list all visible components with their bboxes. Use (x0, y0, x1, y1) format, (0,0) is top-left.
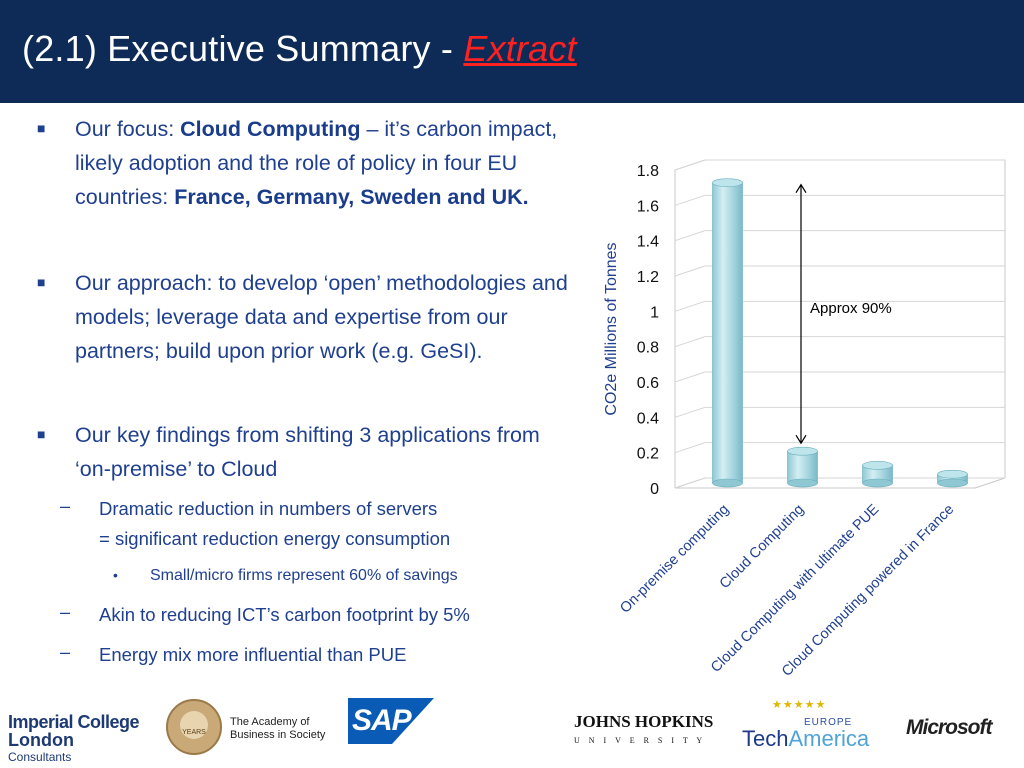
chart-svg: 0 0.2 0.4 0.6 0.8 1 1.2 1.4 1.6 1.8 CO2e Millions … (603, 159, 1006, 680)
x-category-label: Cloud Computing powered in France (779, 502, 957, 680)
dash-marker: – (60, 602, 71, 622)
imperial-line2: London (8, 730, 74, 750)
bullet-marker: ■ (37, 426, 46, 442)
focus-prefix: Our focus: (75, 117, 181, 141)
y-tick-label: 0.6 (637, 375, 659, 392)
y-tick-label: 0 (650, 481, 659, 498)
bar-top (787, 446, 818, 456)
academy-seal-icon: YEARS (166, 699, 222, 755)
techamerica-europe-logo: ★★★★★ EUROPE TechAmerica (742, 698, 869, 758)
sub-bullet-servers: Dramatic reduction in numbers of servers… (99, 494, 569, 554)
servers-line1: Dramatic reduction in numbers of servers (99, 498, 438, 519)
jhu-line2: U N I V E R S I T Y (574, 736, 706, 745)
johns-hopkins-logo: JOHNS HOPKINS U N I V E R S I T Y (574, 712, 713, 745)
imperial-college-logo: Imperial College London Consultants (8, 712, 140, 764)
dash-marker: – (60, 642, 71, 662)
slide-title: (2.1) Executive Summary - Extract (22, 28, 577, 70)
y-tick-label: 1.6 (637, 198, 659, 215)
partner-logos: Imperial College London Consultants YEAR… (0, 690, 1024, 768)
gridline (674, 442, 1005, 454)
bar-base (862, 478, 893, 488)
x-category-label: Cloud Computing with ultimate PUE (708, 501, 883, 676)
y-tick-label: 1.2 (637, 269, 659, 286)
gridline (674, 336, 1005, 348)
focus-bold-cloud: Cloud Computing (180, 117, 361, 141)
techamerica-wordmark: TechAmerica (742, 726, 869, 752)
gridline (674, 406, 1005, 418)
bar-top (937, 469, 968, 479)
annotation-arrowhead-bottom (795, 434, 807, 445)
gridline (674, 230, 1005, 242)
y-tick-label: 0.2 (637, 446, 659, 463)
y-tick-label: 0.4 (637, 410, 659, 427)
gridline (674, 265, 1005, 277)
focus-mid: – it’s carbon impact, likely adoption an… (75, 117, 558, 209)
dot-marker: • (113, 567, 118, 583)
y-tick-label: 1 (650, 304, 659, 321)
sap-logo: SAP (348, 698, 434, 744)
techamerica-tech: Tech (742, 726, 789, 751)
academy-line1: The Academy of (230, 716, 310, 728)
annotation-arrowhead-top (795, 183, 807, 193)
sub-sub-bullet-savings: Small/micro firms represent 60% of savin… (150, 567, 458, 584)
y-tick-label: 1.4 (637, 234, 659, 251)
title-bar: (2.1) Executive Summary - Extract (0, 0, 1024, 103)
bar-base (712, 478, 743, 488)
co2-bar-chart: 0 0.2 0.4 0.6 0.8 1 1.2 1.4 1.6 1.8 CO2e Millions … (585, 150, 1024, 710)
focus-bold-countries: France, Germany, Sweden and UK. (174, 185, 529, 209)
y-tick-label: 0.8 (637, 340, 659, 357)
academy-seal-text: YEARS (182, 729, 206, 736)
bar-top (862, 461, 893, 470)
x-category-label: On-premise computing (617, 502, 732, 617)
stars-icon: ★★★★★ (772, 699, 827, 711)
imperial-line3: Consultants (8, 750, 72, 764)
gridline (674, 477, 1005, 489)
bullet-marker: ■ (37, 274, 46, 290)
y-axis-label: CO2e Millions of Tonnes (603, 242, 620, 415)
sap-text: SAP (352, 704, 412, 737)
techamerica-europe-text: EUROPE (804, 717, 853, 728)
gridline (674, 194, 1005, 206)
bar-base (787, 478, 818, 488)
sub-bullet-footprint: Akin to reducing ICT’s carbon footprint … (99, 604, 470, 625)
academy-text: The Academy of Business in Society (230, 716, 325, 742)
bar-base (937, 478, 968, 488)
title-main: (2.1) Executive Summary - (22, 28, 464, 69)
y-tick-label: 1.8 (637, 163, 659, 180)
gridline (674, 300, 1005, 312)
imperial-line1: Imperial College (8, 712, 140, 732)
gridline (674, 159, 1005, 171)
microsoft-logo: Microsoft (906, 716, 992, 739)
bullet-marker: ■ (37, 120, 46, 136)
bar-top (712, 178, 743, 187)
title-accent: Extract (463, 28, 577, 69)
gridline (674, 371, 1005, 383)
servers-line2: = significant reduction energy consumpti… (99, 528, 451, 549)
academy-line2: Business in Society (230, 729, 326, 741)
annotation-label: Approx 90% (810, 300, 892, 317)
bullet-approach: Our approach: to develop ‘open’ methodol… (75, 271, 568, 363)
dash-marker: – (60, 496, 71, 516)
bar (787, 450, 818, 484)
bar (712, 182, 743, 484)
jhu-line1: JOHNS HOPKINS (574, 712, 714, 731)
bullet-findings: Our key findings from shifting 3 applica… (75, 423, 540, 481)
techamerica-america: America (788, 726, 870, 751)
sub-bullet-energy-mix: Energy mix more influential than PUE (99, 644, 407, 665)
bullet-focus: Our focus: Cloud Computing – it’s carbon… (75, 112, 580, 214)
